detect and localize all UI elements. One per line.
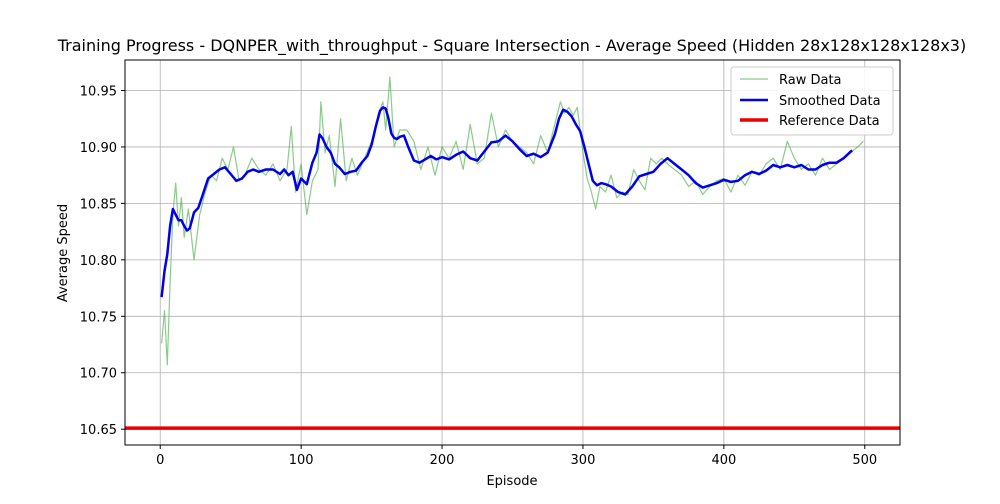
y-tick-label: 10.75 <box>80 310 117 325</box>
x-tick-label: 400 <box>711 453 736 468</box>
y-tick-label: 10.70 <box>80 367 117 382</box>
y-tick-label: 10.85 <box>80 197 117 212</box>
series-layer <box>125 76 900 430</box>
legend-label-reference-data: Reference Data <box>779 114 880 129</box>
ticks: 0 100 200 300 400 500 10.65 10.70 10.75 10.80 10.8… <box>80 84 877 468</box>
x-axis-label: Episode <box>486 474 537 489</box>
smoothed-data-line <box>160 106 853 298</box>
chart-title: Training Progress - DQNPER_with_throughp… <box>57 36 966 56</box>
y-tick-label: 10.95 <box>80 84 117 99</box>
x-tick-label: 500 <box>852 453 877 468</box>
y-axis-label: Average Speed <box>56 204 71 302</box>
x-tick-label: 100 <box>289 453 314 468</box>
x-tick-label: 0 <box>156 453 164 468</box>
x-tick-label: 200 <box>430 453 455 468</box>
y-tick-label: 10.80 <box>80 254 117 269</box>
legend-box <box>730 66 894 136</box>
y-tick-label: 10.90 <box>80 141 117 156</box>
y-tick-label: 10.65 <box>80 423 117 438</box>
legend-label-smoothed-data: Smoothed Data <box>779 94 881 109</box>
legend-label-raw-data: Raw Data <box>779 73 842 88</box>
plot-frame <box>124 59 901 446</box>
x-tick-label: 300 <box>571 453 596 468</box>
legend: Raw Data Smoothed Data Reference Data <box>730 66 894 136</box>
